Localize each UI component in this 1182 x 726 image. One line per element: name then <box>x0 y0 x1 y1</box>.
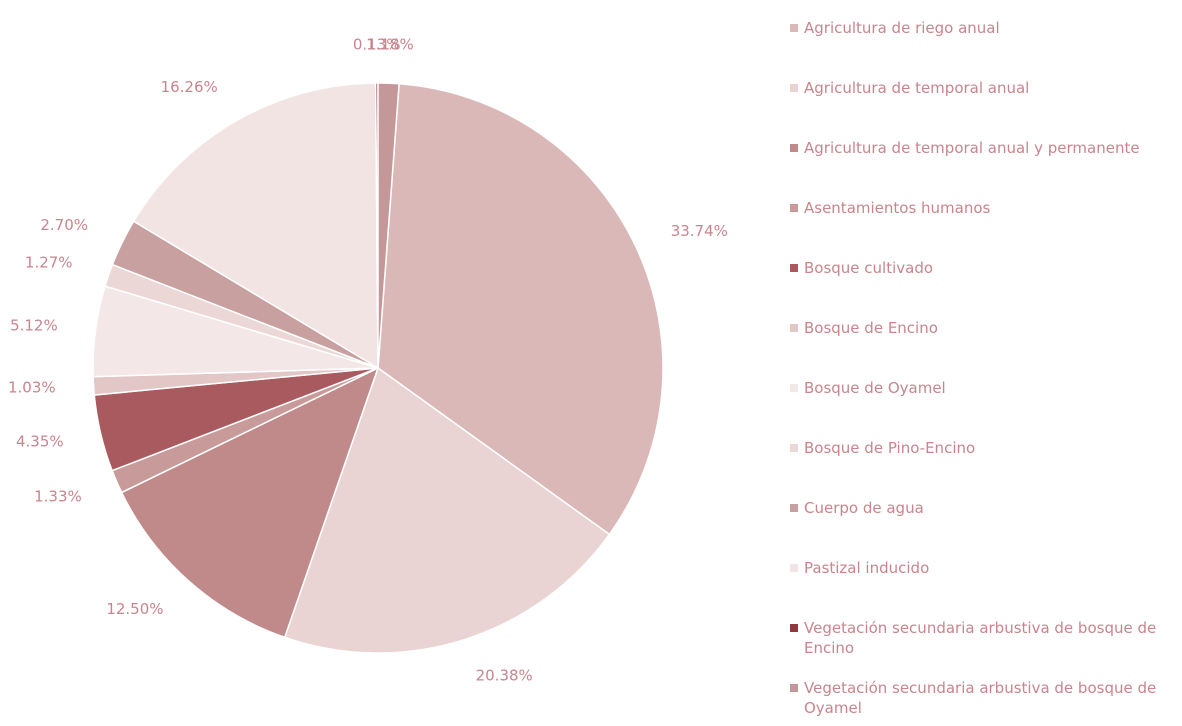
pie-chart: 33.74% 20.38% 12.50% 1.33% 4.35% 1.03% 5.12% 1.… <box>8 36 728 685</box>
legend-label: Vegetación secundaria arbustiva de bosqu… <box>804 679 1157 717</box>
slice-label: 20.38% <box>476 666 533 684</box>
legend-item: Bosque de Oyamel <box>790 378 1182 398</box>
slice-label: 16.26% <box>161 78 218 96</box>
legend-swatch <box>790 264 798 272</box>
legend-item: Agricultura de riego anual <box>790 18 1182 38</box>
legend-label: Bosque de Pino-Encino <box>804 439 976 457</box>
pie-slice <box>377 82 400 369</box>
legend-item: Vegetación secundaria arbustiva de bosqu… <box>790 618 1182 658</box>
legend-swatch <box>790 564 798 572</box>
slice-label: 0.13% <box>353 36 401 54</box>
legend-swatch <box>790 684 798 692</box>
legend-swatch <box>790 324 798 332</box>
legend-label: Cuerpo de agua <box>804 499 924 517</box>
legend-swatch <box>790 84 798 92</box>
legend-swatch <box>790 444 798 452</box>
legend-label: Bosque de Oyamel <box>804 379 946 397</box>
legend-item: Agricultura de temporal anual <box>790 78 1182 98</box>
legend-item: Pastizal inducido <box>790 558 1182 578</box>
legend-label: Agricultura de temporal anual y permanen… <box>804 139 1140 157</box>
legend-label: Pastizal inducido <box>804 559 930 577</box>
slice-label: 1.33% <box>34 487 82 505</box>
slice-label: 1.18% <box>366 36 414 54</box>
slice-label: 2.70% <box>40 216 88 234</box>
pie-slice <box>377 82 664 536</box>
legend-item: Bosque de Pino-Encino <box>790 438 1182 458</box>
legend-swatch <box>790 384 798 392</box>
legend-item: Cuerpo de agua <box>790 498 1182 518</box>
legend-swatch <box>790 624 798 632</box>
slice-label: 5.12% <box>10 316 58 334</box>
legend-label: Agricultura de riego anual <box>804 19 1000 37</box>
slice-label: 4.35% <box>16 433 64 451</box>
legend-swatch <box>790 204 798 212</box>
legend-item: Agricultura de temporal anual y permanen… <box>790 138 1182 158</box>
legend-item: Bosque de Encino <box>790 318 1182 338</box>
slice-label: 12.50% <box>106 600 163 618</box>
slice-label: 1.03% <box>8 379 56 397</box>
legend-label: Asentamientos humanos <box>804 199 991 217</box>
slice-label: 1.27% <box>25 253 73 271</box>
legend-swatch <box>790 144 798 152</box>
legend-swatch <box>790 24 798 32</box>
legend-label: Bosque cultivado <box>804 259 934 277</box>
pie-slice <box>120 366 380 639</box>
slice-label: 33.74% <box>671 222 728 240</box>
legend-item: Asentamientos humanos <box>790 198 1182 218</box>
legend-item: Bosque cultivado <box>790 258 1182 278</box>
legend-label: Agricultura de temporal anual <box>804 79 1030 97</box>
legend-label: Vegetación secundaria arbustiva de bosqu… <box>804 619 1157 657</box>
legend-swatch <box>790 504 798 512</box>
pie-slice <box>283 366 611 654</box>
legend-item: Vegetación secundaria arbustiva de bosqu… <box>790 678 1182 718</box>
pie-slice <box>132 82 379 370</box>
legend-label: Bosque de Encino <box>804 319 938 337</box>
